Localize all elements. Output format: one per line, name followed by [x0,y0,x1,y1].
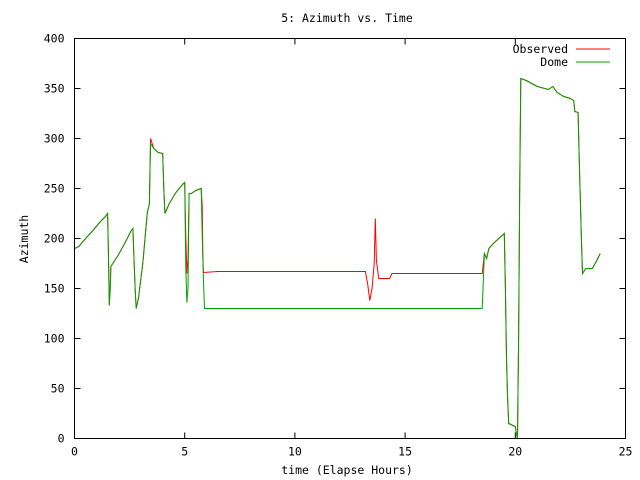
y-tick-label: 350 [44,82,65,96]
y-tick-label: 100 [44,332,65,346]
y-axis-label: Azimuth [17,215,31,263]
y-tick-label: 400 [44,32,65,46]
x-tick-label: 15 [398,445,412,459]
y-tick-label: 150 [44,282,65,296]
x-tick-label: 0 [71,445,78,459]
x-axis-label: time (Elapse Hours) [281,463,413,477]
chart-title: 5: Azimuth vs. Time [281,11,413,25]
x-tick-label: 20 [508,445,522,459]
y-tick-label: 250 [44,182,65,196]
series-line-dome [74,77,601,439]
x-tick-label: 25 [619,445,633,459]
plot-frame [74,38,626,439]
x-tick-label: 10 [288,445,302,459]
y-tick-label: 300 [44,132,65,146]
y-tick-label: 200 [44,232,65,246]
legend-label-dome: Dome [540,55,568,69]
x-tick-label: 5 [181,445,188,459]
series-line-observed [74,77,601,439]
series-lines [74,77,601,439]
y-tick-label: 50 [51,382,65,396]
legend-label-observed: Observed [513,42,568,56]
y-tick-label: 0 [58,432,65,446]
